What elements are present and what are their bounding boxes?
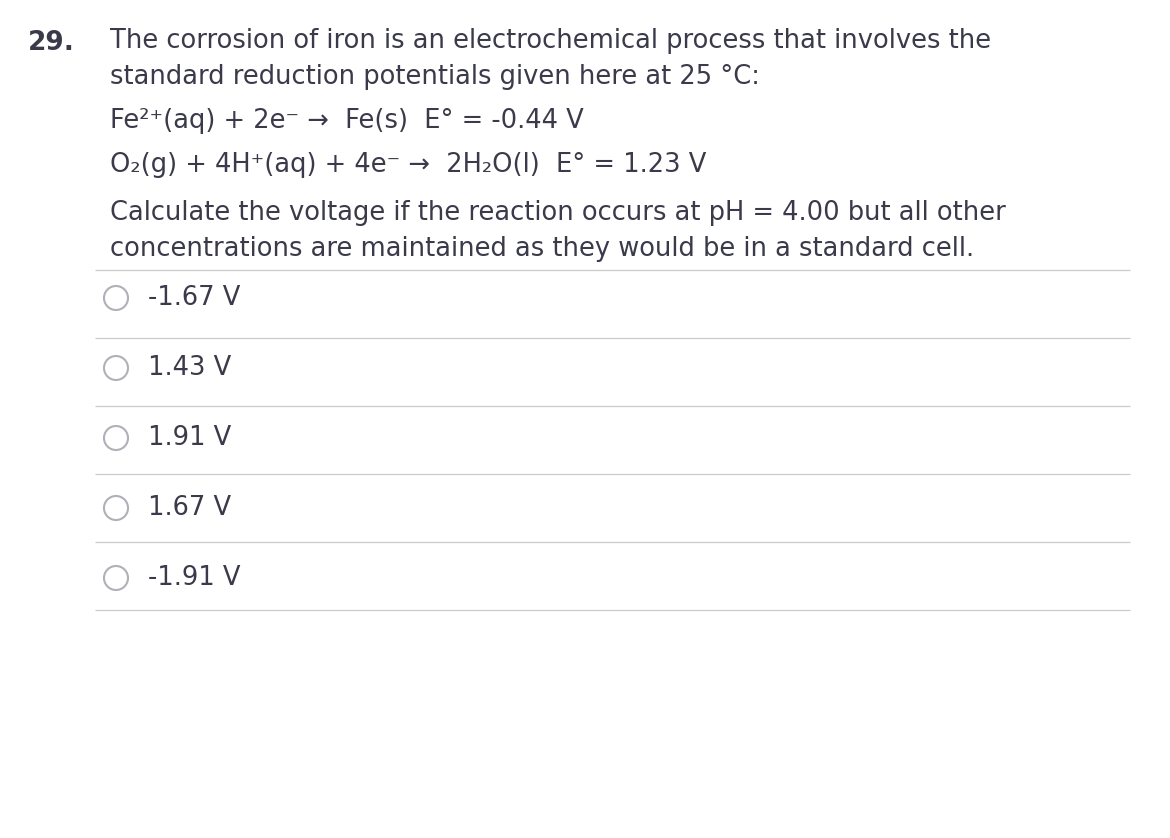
Text: Calculate the voltage if the reaction occurs at pH = 4.00 but all other: Calculate the voltage if the reaction oc… [110, 200, 1006, 226]
Text: concentrations are maintained as they would be in a standard cell.: concentrations are maintained as they wo… [110, 236, 975, 262]
Text: Fe²⁺(aq) + 2e⁻ →  Fe(s)  E° = -0.44 V: Fe²⁺(aq) + 2e⁻ → Fe(s) E° = -0.44 V [110, 108, 584, 134]
Text: 1.43 V: 1.43 V [147, 355, 232, 381]
Text: The corrosion of iron is an electrochemical process that involves the: The corrosion of iron is an electrochemi… [110, 28, 991, 54]
Text: -1.67 V: -1.67 V [147, 285, 240, 311]
Text: 1.91 V: 1.91 V [147, 425, 232, 451]
Text: O₂(g) + 4H⁺(aq) + 4e⁻ →  2H₂O(l)  E° = 1.23 V: O₂(g) + 4H⁺(aq) + 4e⁻ → 2H₂O(l) E° = 1.2… [110, 152, 707, 178]
Text: -1.91 V: -1.91 V [147, 565, 241, 591]
Text: standard reduction potentials given here at 25 °C:: standard reduction potentials given here… [110, 64, 759, 90]
Text: 29.: 29. [28, 30, 75, 56]
Text: 1.67 V: 1.67 V [147, 495, 232, 521]
